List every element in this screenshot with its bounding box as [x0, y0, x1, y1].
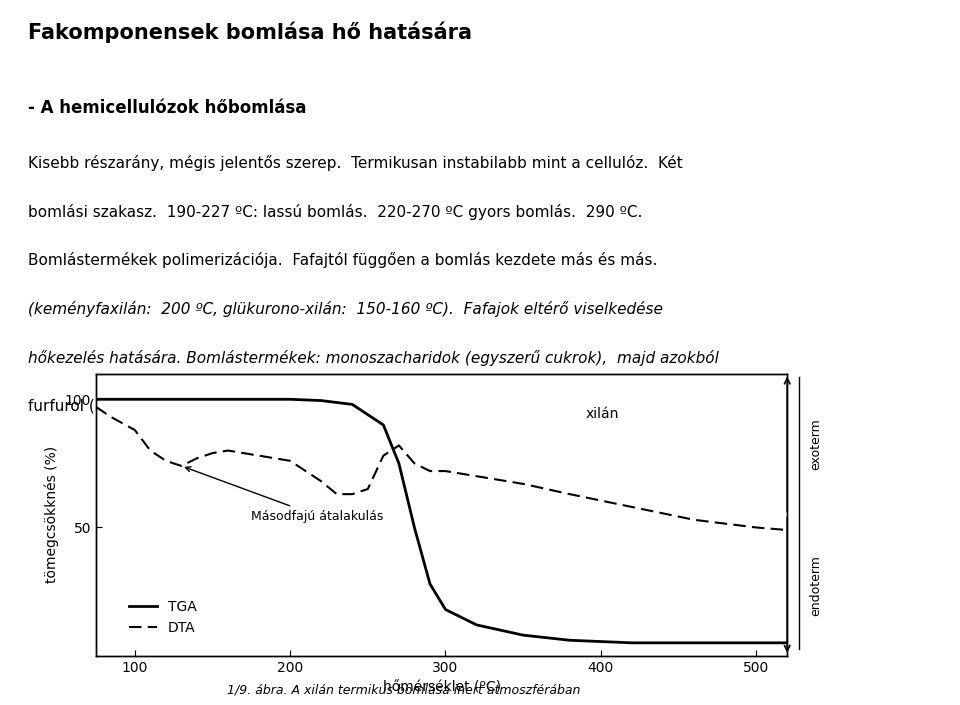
DTA [129, 426, 140, 434]
TGA [90, 395, 102, 403]
Y-axis label: tömegcsökknés (%): tömegcsökknés (%) [45, 446, 60, 583]
TGA [470, 620, 482, 629]
Text: 1/9. ábra. A xilán termikus bomlása inert atmoszférában: 1/9. ábra. A xilán termikus bomlása iner… [227, 684, 580, 697]
TGA [377, 421, 389, 429]
DTA [284, 457, 296, 465]
TGA [316, 396, 327, 405]
DTA [377, 451, 389, 460]
DTA [688, 515, 700, 524]
DTA [206, 449, 218, 458]
DTA [176, 462, 187, 470]
DTA [470, 472, 482, 480]
DTA [253, 451, 265, 460]
TGA [688, 639, 700, 647]
Text: furfurol (pentózokból), illetve metil-furfurol (hexózokból).: furfurol (pentózokból), illetve metil-fu… [28, 398, 464, 415]
Text: Fakomponensek bomlása hő hatására: Fakomponensek bomlása hő hatására [28, 21, 472, 42]
DTA [564, 490, 575, 498]
Text: endoterm: endoterm [809, 555, 823, 615]
DTA [331, 490, 343, 498]
Text: (keményfaxilán:  200 ºC, glükurono-xilán:  150-160 ºC).  Fafajok eltérő viselked: (keményfaxilán: 200 ºC, glükurono-xilán:… [28, 301, 663, 317]
DTA [316, 477, 327, 486]
Text: - A hemicellulózok hőbomlása: - A hemicellulózok hőbomlása [28, 99, 306, 117]
TGA [347, 400, 358, 409]
TGA [394, 459, 405, 467]
DTA [362, 485, 373, 494]
DTA [424, 467, 436, 475]
TGA [440, 606, 451, 614]
Text: Másodfajú átalakulás: Másodfajú átalakulás [185, 467, 384, 522]
DTA [300, 467, 311, 475]
Text: exoterm: exoterm [809, 418, 823, 470]
Text: xilán: xilán [586, 407, 618, 421]
X-axis label: hőmérséklet (ºC): hőmérséklet (ºC) [382, 680, 501, 694]
DTA [626, 503, 637, 511]
DTA [223, 446, 234, 455]
TGA [517, 631, 529, 639]
Line: DTA: DTA [96, 407, 787, 530]
DTA [347, 490, 358, 498]
TGA [626, 639, 637, 647]
TGA [751, 639, 762, 647]
DTA [160, 457, 172, 465]
DTA [191, 454, 203, 462]
Text: Bomlástermékek polimerizációja.  Fafajtól függően a bomlás kezdete más és más.: Bomlástermékek polimerizációja. Fafajtól… [28, 252, 658, 269]
DTA [106, 413, 117, 422]
TGA [409, 523, 420, 532]
DTA [238, 449, 250, 458]
TGA [781, 639, 793, 647]
DTA [90, 403, 102, 411]
DTA [269, 454, 280, 462]
Text: bomlási szakasz.  190-227 ºC: lassú bomlás.  220-270 ºC gyors bomlás.  290 ºC.: bomlási szakasz. 190-227 ºC: lassú bomlá… [28, 204, 642, 220]
TGA [206, 395, 218, 403]
DTA [517, 479, 529, 488]
Text: hőkezelés hatására. Bomlástermékek: monoszacharidok (egyszerű cukrok),  majd azo: hőkezelés hatására. Bomlástermékek: mono… [28, 350, 719, 366]
DTA [409, 459, 420, 467]
DTA [781, 526, 793, 534]
Line: TGA: TGA [96, 399, 787, 643]
DTA [145, 446, 156, 455]
TGA [129, 395, 140, 403]
DTA [440, 467, 451, 475]
TGA [564, 636, 575, 644]
TGA [424, 580, 436, 588]
TGA [284, 395, 296, 403]
DTA [751, 523, 762, 532]
Legend: TGA, DTA: TGA, DTA [124, 594, 203, 640]
Text: Kisebb részarány, mégis jelentős szerep.  Termikusan instabilabb mint a cellulóz: Kisebb részarány, mégis jelentős szerep.… [28, 155, 683, 171]
DTA [394, 441, 405, 450]
